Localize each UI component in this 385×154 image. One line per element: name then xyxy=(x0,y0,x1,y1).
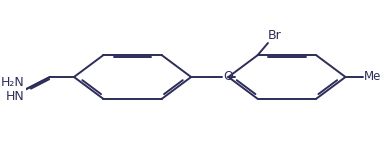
Text: Br: Br xyxy=(268,29,282,42)
Text: Me: Me xyxy=(364,71,382,83)
Text: HN: HN xyxy=(5,90,24,103)
Text: H₂N: H₂N xyxy=(0,75,24,89)
Text: O: O xyxy=(223,71,233,83)
